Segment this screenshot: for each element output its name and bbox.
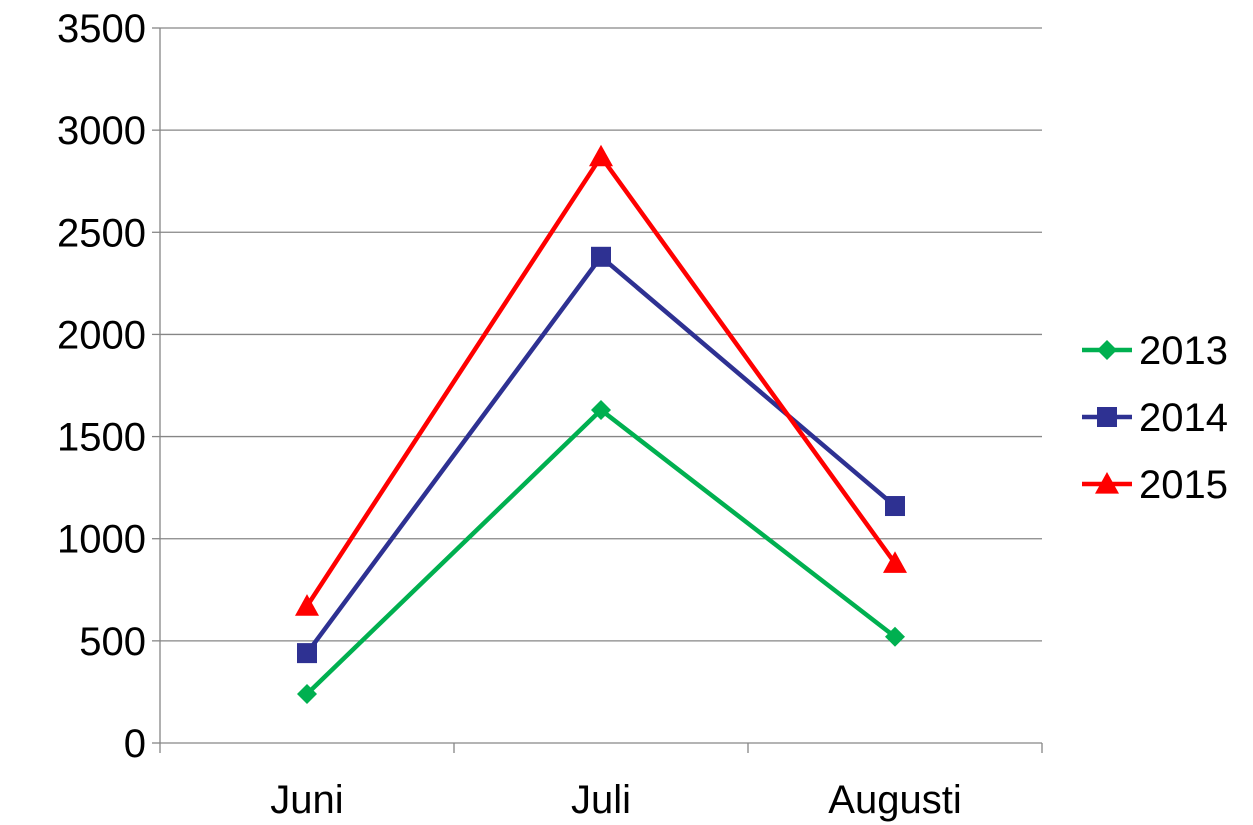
series-line — [305, 253, 897, 655]
marker-triangle — [589, 144, 613, 167]
series-2015 — [295, 144, 907, 616]
marker-square — [885, 496, 905, 517]
legend-item: 2013 — [1082, 329, 1228, 373]
legend-item: 2014 — [1082, 396, 1228, 440]
marker-diamond — [297, 683, 317, 704]
marker-diamond — [591, 400, 611, 421]
y-tick-label: 3500 — [57, 7, 146, 51]
axes — [152, 27, 1043, 753]
legend-label: 2015 — [1139, 463, 1228, 507]
x-tick-label: Augusti — [828, 778, 961, 822]
marker-diamond — [1097, 340, 1117, 360]
legend-item: 2015 — [1082, 463, 1228, 507]
y-tick-labels: 0 500 1000 1500 2000 2500 3000 3500 — [57, 7, 146, 766]
x-tick-labels: Juni Juli Augusti — [270, 778, 961, 822]
x-tick-label: Juli — [571, 778, 631, 822]
y-tick-label: 1500 — [57, 416, 146, 460]
legend: 2013 2014 2015 — [1082, 329, 1228, 507]
y-tick-label: 2500 — [57, 211, 146, 255]
y-tick-label: 500 — [79, 620, 146, 664]
marker-triangle — [295, 594, 319, 616]
marker-triangle — [1095, 472, 1119, 494]
y-tick-label: 3000 — [57, 109, 146, 153]
marker-square — [591, 246, 611, 267]
legend-label: 2014 — [1139, 396, 1228, 440]
series-lines — [295, 144, 907, 704]
legend-label: 2013 — [1139, 329, 1228, 373]
gridlines — [160, 27, 1042, 642]
marker-square — [297, 643, 317, 664]
y-tick-label: 2000 — [57, 313, 146, 357]
marker-square — [1097, 407, 1117, 427]
marker-diamond — [885, 626, 905, 647]
series-2013 — [297, 400, 905, 704]
y-tick-label: 0 — [124, 722, 146, 766]
series-2014 — [297, 246, 905, 664]
y-tick-label: 1000 — [57, 518, 146, 562]
x-tick-label: Juni — [270, 778, 343, 822]
series-line — [305, 407, 897, 696]
marker-triangle — [883, 551, 907, 573]
